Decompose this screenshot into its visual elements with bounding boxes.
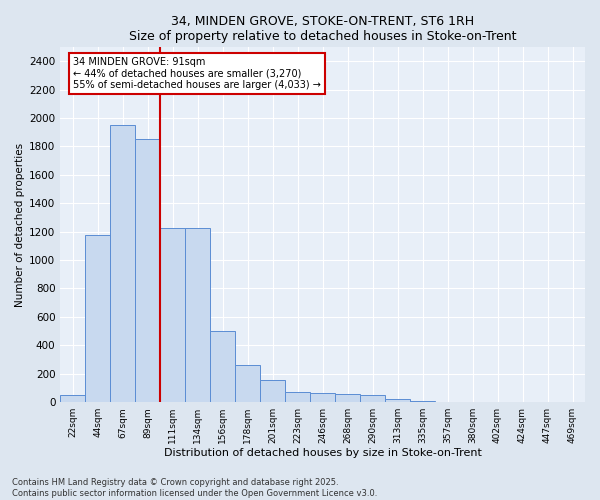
Bar bbox=[85, 235, 110, 402]
Bar bbox=[185, 228, 210, 402]
Title: 34, MINDEN GROVE, STOKE-ON-TRENT, ST6 1RH
Size of property relative to detached : 34, MINDEN GROVE, STOKE-ON-TRENT, ST6 1R… bbox=[129, 15, 517, 43]
Y-axis label: Number of detached properties: Number of detached properties bbox=[15, 142, 25, 306]
Bar bbox=[335, 394, 360, 402]
Bar bbox=[260, 380, 285, 402]
Bar bbox=[210, 331, 235, 402]
Bar bbox=[310, 393, 335, 402]
Bar bbox=[285, 392, 310, 402]
Text: 34 MINDEN GROVE: 91sqm
← 44% of detached houses are smaller (3,270)
55% of semi-: 34 MINDEN GROVE: 91sqm ← 44% of detached… bbox=[73, 57, 321, 90]
Bar bbox=[135, 140, 160, 402]
Bar bbox=[385, 398, 410, 402]
Bar bbox=[235, 365, 260, 402]
Bar bbox=[60, 395, 85, 402]
Bar bbox=[110, 125, 135, 402]
X-axis label: Distribution of detached houses by size in Stoke-on-Trent: Distribution of detached houses by size … bbox=[164, 448, 482, 458]
Bar bbox=[160, 228, 185, 402]
Text: Contains HM Land Registry data © Crown copyright and database right 2025.
Contai: Contains HM Land Registry data © Crown c… bbox=[12, 478, 377, 498]
Bar bbox=[360, 395, 385, 402]
